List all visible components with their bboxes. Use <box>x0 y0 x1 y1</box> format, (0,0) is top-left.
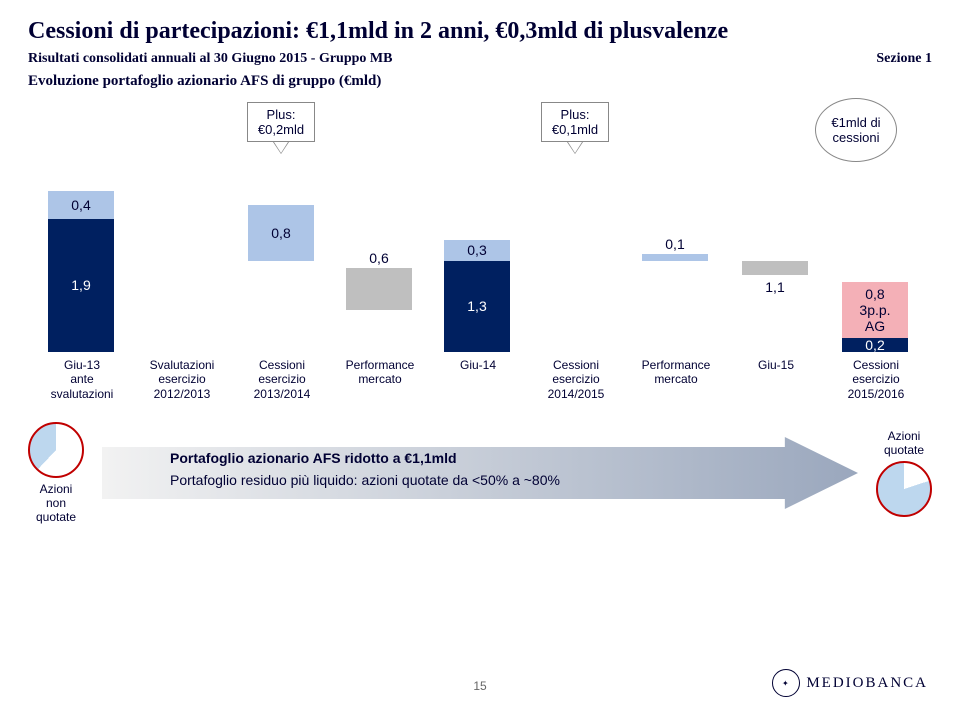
bar-float-label: 0,6 <box>349 250 409 266</box>
logo-seal-icon: ✦ <box>772 669 800 697</box>
x-label: Giu-14 <box>432 358 524 372</box>
callout-plus-a: Plus: €0,2mld <box>247 102 315 142</box>
arrow-line2: Portafoglio residuo più liquido: azioni … <box>170 469 560 491</box>
callout-pointer-b <box>567 142 583 154</box>
waterfall-chart: Plus: €0,2mld Plus: €0,1mld €1mld di ces… <box>28 102 932 352</box>
callout-b-line2: €0,1mld <box>550 122 600 137</box>
logo-text: MEDIOBANCA <box>806 675 928 692</box>
bar-stack: 0,31,3 <box>444 240 510 352</box>
x-label: Cessioni esercizio 2013/2014 <box>236 358 328 401</box>
x-label: Performance mercato <box>334 358 426 387</box>
bar-segment: 0,4 <box>48 191 114 219</box>
bubble-text: €1mld di cessioni <box>820 115 892 145</box>
bar-segment: 0,2 <box>842 338 908 352</box>
callout-b-line1: Plus: <box>550 107 600 122</box>
x-label: Giu-13 ante svalutazioni <box>36 358 128 401</box>
bar-float: 0,8 <box>248 205 314 261</box>
chart-x-labels: Giu-13 ante svalutazioniSvalutazioni ese… <box>28 358 932 404</box>
pie-left-label: Azioni non quotate <box>28 482 84 524</box>
page-title: Cessioni di partecipazioni: €1,1mld in 2… <box>28 18 932 45</box>
bar-segment: 1,9 <box>48 219 114 352</box>
bar-stack: 0,41,9 <box>48 191 114 352</box>
subtitle-row: Risultati consolidati annuali al 30 Giug… <box>28 51 932 67</box>
x-label: Svalutazioni esercizio 2012/2013 <box>136 358 228 401</box>
bar-float <box>742 261 808 275</box>
arrow-text: Portafoglio azionario AFS ridotto a €1,1… <box>170 447 560 492</box>
subtitle-right: Sezione 1 <box>876 51 932 67</box>
callout-a-line2: €0,2mld <box>256 122 306 137</box>
pie-right <box>876 461 932 517</box>
pie-left <box>28 422 84 478</box>
x-label: Cessioni esercizio 2015/2016 <box>830 358 922 401</box>
bottom-row: Azioni non quotate Portafoglio azionario… <box>28 422 932 524</box>
bar-stack: 0,8 3p.p. AG0,2 <box>842 282 908 352</box>
bar-segment: 0,8 3p.p. AG <box>842 282 908 338</box>
bar-segment: 0,3 <box>444 240 510 261</box>
arrow-box: Portafoglio azionario AFS ridotto a €1,1… <box>102 437 858 509</box>
arrow-line1: Portafoglio azionario AFS ridotto a €1,1… <box>170 447 560 469</box>
page-number: 15 <box>473 679 486 693</box>
x-label: Performance mercato <box>630 358 722 387</box>
pie-left-wrap: Azioni non quotate <box>28 422 84 524</box>
callout-pointer-a <box>273 142 289 154</box>
evolution-line: Evoluzione portafoglio azionario AFS di … <box>28 73 932 90</box>
pie-right-wrap: Azioni quotate <box>876 429 932 517</box>
callout-plus-b: Plus: €0,1mld <box>541 102 609 142</box>
callout-a-line1: Plus: <box>256 107 306 122</box>
x-label: Giu-15 <box>730 358 822 372</box>
bar-float-label: 1,1 <box>745 279 805 295</box>
callout-bubble: €1mld di cessioni <box>815 98 897 162</box>
bar-segment: 1,3 <box>444 261 510 352</box>
logo: ✦ MEDIOBANCA <box>772 669 928 697</box>
x-label: Cessioni esercizio 2014/2015 <box>530 358 622 401</box>
subtitle-left: Risultati consolidati annuali al 30 Giug… <box>28 51 392 67</box>
bar-float-label: 0,1 <box>645 236 705 252</box>
bar-float <box>346 268 412 310</box>
pie-right-label: Azioni quotate <box>876 429 932 457</box>
bar-float <box>642 254 708 261</box>
